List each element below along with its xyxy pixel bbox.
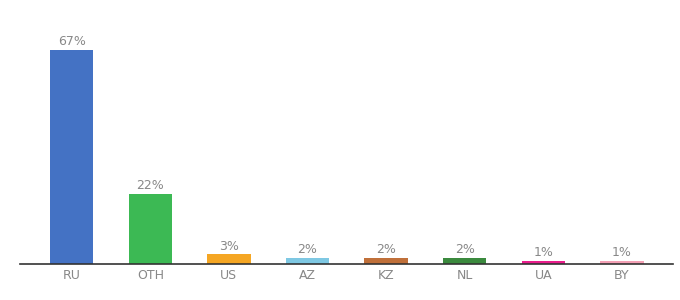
Bar	[600, 261, 643, 264]
Text: 2%: 2%	[298, 243, 318, 256]
Bar	[443, 258, 486, 264]
Text: 67%: 67%	[58, 35, 86, 48]
Text: 3%: 3%	[219, 240, 239, 253]
Text: 2%: 2%	[376, 243, 396, 256]
Text: 2%: 2%	[455, 243, 475, 256]
Bar	[207, 254, 250, 264]
Bar	[364, 258, 408, 264]
Text: 1%: 1%	[612, 246, 632, 259]
Bar	[522, 261, 565, 264]
Bar	[286, 258, 329, 264]
Bar	[129, 194, 172, 264]
Text: 22%: 22%	[137, 179, 164, 192]
Text: 1%: 1%	[533, 246, 554, 259]
Bar	[50, 50, 93, 264]
